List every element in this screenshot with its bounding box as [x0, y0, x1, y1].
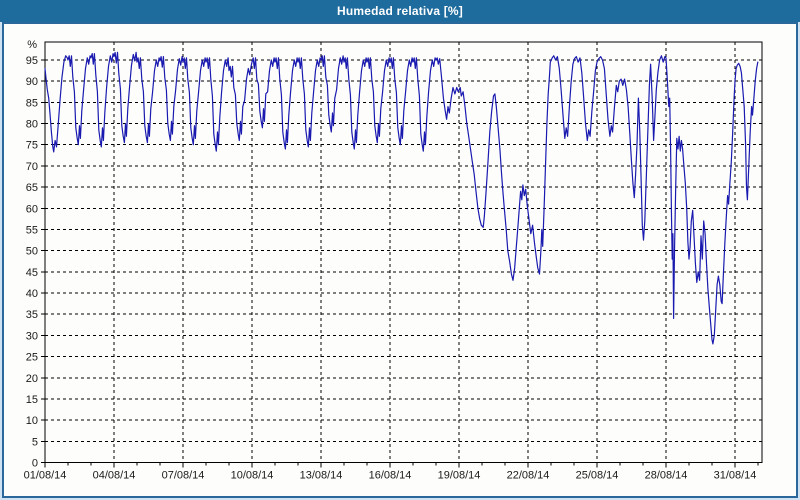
y-tick-label: 5: [32, 436, 38, 448]
chart-panel: [2, 22, 798, 498]
x-tick-label: 10/08/14: [231, 470, 274, 482]
x-tick-label: 13/08/14: [300, 470, 343, 482]
y-tick-label: 0: [32, 458, 38, 470]
y-tick-label: 55: [26, 224, 38, 236]
x-tick-label: 16/08/14: [369, 470, 412, 482]
y-tick-label: 95: [26, 55, 38, 67]
y-tick-label: 90: [26, 76, 38, 88]
y-tick-label: 45: [26, 267, 38, 279]
y-tick-label: 30: [26, 330, 38, 342]
y-tick-label: 25: [26, 352, 38, 364]
y-tick-label: 75: [26, 140, 38, 152]
y-tick-label: 65: [26, 182, 38, 194]
y-axis-unit-label: %: [27, 39, 37, 51]
y-tick-label: 35: [26, 309, 38, 321]
y-tick-label: 10: [26, 415, 38, 427]
y-tick-label: 85: [26, 97, 38, 109]
y-tick-label: 40: [26, 288, 38, 300]
chart-title: Humedad relativa [%]: [336, 4, 464, 18]
x-tick-label: 25/08/14: [576, 470, 619, 482]
y-tick-label: 15: [26, 394, 38, 406]
x-tick-label: 07/08/14: [162, 470, 205, 482]
title-bar: Humedad relativa [%]: [0, 0, 800, 22]
y-tick-label: 70: [26, 161, 38, 173]
x-tick-label: 19/08/14: [438, 470, 481, 482]
x-tick-label: 04/08/14: [93, 470, 136, 482]
x-tick-label: 22/08/14: [507, 470, 550, 482]
y-tick-label: 80: [26, 119, 38, 131]
x-tick-label: 01/08/14: [24, 470, 67, 482]
x-tick-label: 31/08/14: [714, 470, 757, 482]
humidity-series-line: [44, 51, 759, 345]
y-tick-label: 50: [26, 246, 38, 258]
y-tick-label: 60: [26, 203, 38, 215]
x-tick-label: 28/08/14: [645, 470, 688, 482]
plot-border: [44, 41, 763, 463]
y-tick-label: 20: [26, 373, 38, 385]
